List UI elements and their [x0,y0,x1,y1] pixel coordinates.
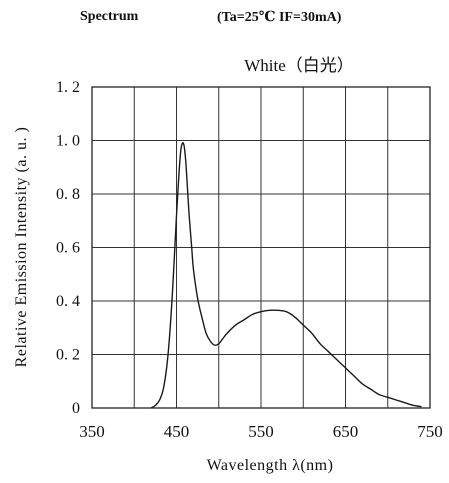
x-tick-label: 350 [79,422,105,441]
x-tick-label: 750 [417,422,443,441]
y-axis-label: Relative Emission Intensity (a. u. ) [13,127,30,368]
y-tick-label: 1. 2 [56,79,80,96]
spectrum-curve [150,142,422,409]
x-tick-label: 450 [164,422,190,441]
spectrum-label: Spectrum [80,9,139,24]
grid [91,86,431,409]
y-tick-label: 1. 0 [56,133,80,150]
x-tick-label: 550 [248,422,274,441]
series-layer [150,142,422,409]
plot-frame [91,86,431,409]
y-tick-label: 0. 8 [56,186,80,203]
test-conditions: (Ta=25℃ IF=30mA) [217,10,342,25]
y-tick-label: 0. 2 [56,347,80,364]
x-axis-label: Wavelength λ(nm) [207,457,334,474]
y-tick-label: 0. 4 [56,293,80,310]
y-tick-label: 0. 6 [56,240,80,257]
y-tick-labels: 0 0. 2 0. 4 0. 6 0. 8 1. 0 1. 2 [56,79,80,417]
x-tick-label: 650 [333,422,359,441]
y-tick-label: 0 [72,400,80,417]
chart-title: White（白光） [244,56,354,75]
x-tick-labels: 350 450 550 650 750 [79,422,443,441]
